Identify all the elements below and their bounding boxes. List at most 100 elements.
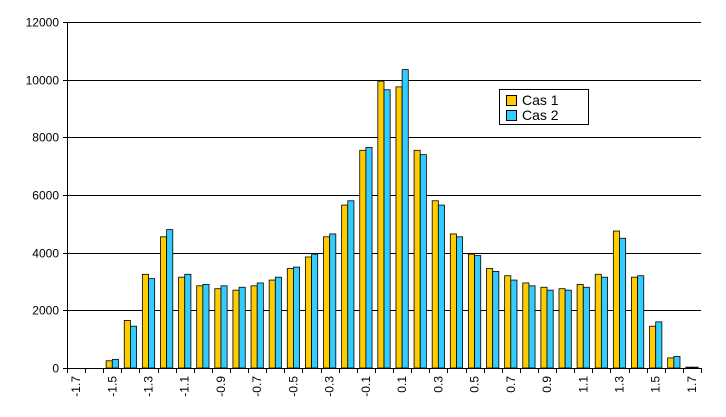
bar-cas-2 (202, 283, 210, 369)
bar-cas-1 (141, 273, 149, 369)
bar-cas-1 (486, 268, 494, 369)
bar-cas-2 (329, 233, 337, 369)
bar-cas-1 (232, 289, 240, 369)
bar-cas-1 (594, 273, 602, 369)
bar-cas-1 (377, 80, 385, 369)
x-tick-label: -0.5 (286, 376, 300, 397)
x-tick-label: -0.7 (250, 376, 264, 397)
x-tick-label: -1.5 (105, 376, 119, 397)
bar-cas-2 (691, 366, 699, 369)
x-tick-label: -0.3 (323, 376, 337, 397)
bar-cas-2 (637, 275, 645, 369)
axes (63, 22, 702, 373)
x-tick-label: 0.7 (504, 376, 518, 393)
legend-entry-cas-2: Cas 2 (506, 107, 559, 123)
legend-swatch-cas-2 (506, 109, 517, 121)
x-tick-label: -1.1 (178, 376, 192, 397)
bar-cas-1 (196, 285, 204, 369)
legend-swatch-cas-1 (506, 94, 517, 106)
bars (105, 69, 699, 369)
bar-cas-2 (437, 204, 445, 369)
bar-cas-2 (510, 279, 518, 369)
y-tick-label: 8000 (32, 131, 59, 145)
bar-cas-1 (522, 282, 530, 369)
y-tick-label: 0 (52, 362, 59, 376)
bar-cas-1 (323, 236, 331, 369)
bar-cas-1 (286, 268, 294, 369)
bar-cas-2 (456, 236, 464, 369)
x-tick-label: -1.7 (69, 376, 83, 397)
bar-cas-1 (540, 286, 548, 369)
bar-cas-2 (401, 69, 409, 369)
bar-cas-1 (631, 276, 639, 369)
bar-cas-2 (129, 325, 137, 369)
bar-cas-1 (341, 204, 349, 369)
bar-cas-1 (105, 360, 113, 369)
bar-cas-2 (600, 276, 608, 369)
legend-label-cas-1: Cas 1 (522, 92, 559, 108)
bar-cas-2 (293, 266, 300, 369)
bar-cas-2 (111, 358, 119, 369)
bar-cas-2 (311, 253, 319, 369)
bar-cas-2 (184, 273, 192, 369)
bar-cas-1 (250, 285, 258, 369)
x-tick-label: 1.7 (685, 376, 699, 393)
y-tick-label: 2000 (32, 304, 59, 318)
bar-cas-2 (673, 356, 681, 369)
y-tick-labels: 0 2000 4000 6000 8000 10000 12000 (26, 16, 60, 376)
bar-cas-1 (685, 366, 693, 369)
legend-entry-cas-1: Cas 1 (506, 92, 559, 108)
x-tick-label: -0.9 (214, 376, 228, 397)
bar-cas-2 (528, 285, 536, 369)
bar-cas-1 (268, 279, 276, 369)
bar-cas-1 (123, 320, 131, 369)
bar-cas-2 (256, 282, 264, 369)
bar-cas-2 (582, 286, 590, 369)
bar-cas-2 (148, 278, 156, 369)
bar-cas-1 (395, 86, 403, 369)
y-tick-label: 4000 (32, 247, 59, 261)
x-tick-label: 0.3 (431, 376, 445, 393)
bar-cas-2 (564, 289, 572, 369)
bar-cas-1 (449, 233, 457, 369)
bar-cas-1 (413, 149, 421, 369)
bar-cas-1 (304, 256, 312, 369)
bar-cas-2 (347, 200, 355, 369)
bar-cas-1 (160, 236, 168, 369)
bar-cas-1 (359, 149, 367, 369)
x-tick-label: 0.1 (395, 376, 409, 393)
bar-cas-2 (492, 271, 500, 369)
bar-cas-2 (166, 229, 174, 369)
x-tick-label: -0.1 (359, 376, 373, 397)
bar-cas-1 (214, 288, 222, 369)
x-tick-labels: -1.7 -1.5 -1.3 -1.1 -0.9 -0.7 -0.5 -0.3 -0.1 0.1 0… (69, 376, 699, 397)
x-tick-label: 1.3 (612, 376, 626, 393)
bar-cas-2 (383, 89, 391, 369)
bar-cas-2 (238, 286, 246, 369)
y-tick-label: 12000 (26, 16, 60, 30)
x-tick-label: -1.3 (142, 376, 156, 397)
bar-cas-1 (178, 276, 186, 369)
bar-cas-2 (474, 255, 482, 369)
y-tick-label: 10000 (26, 74, 60, 88)
bar-cas-1 (558, 288, 566, 369)
x-tick-label: 0.5 (468, 376, 482, 393)
bar-cas-2 (365, 147, 373, 369)
bar-cas-2 (546, 289, 554, 369)
x-tick-label: 1.1 (576, 376, 590, 393)
bar-cas-1 (667, 357, 675, 369)
bar-cas-2 (419, 154, 427, 369)
bar-cas-2 (274, 276, 282, 369)
bar-cas-1 (649, 325, 657, 369)
legend: Cas 1 Cas 2 (499, 89, 589, 125)
legend-label-cas-2: Cas 2 (522, 107, 559, 123)
bar-cas-1 (576, 283, 584, 369)
bar-cas-1 (612, 230, 620, 369)
bar-cas-2 (619, 237, 627, 369)
x-tick-label: 1.5 (649, 376, 663, 393)
bar-cas-1 (468, 253, 475, 369)
bar-cas-2 (655, 321, 663, 369)
x-tick-label: 0.9 (540, 376, 554, 393)
bar-cas-2 (220, 285, 228, 369)
